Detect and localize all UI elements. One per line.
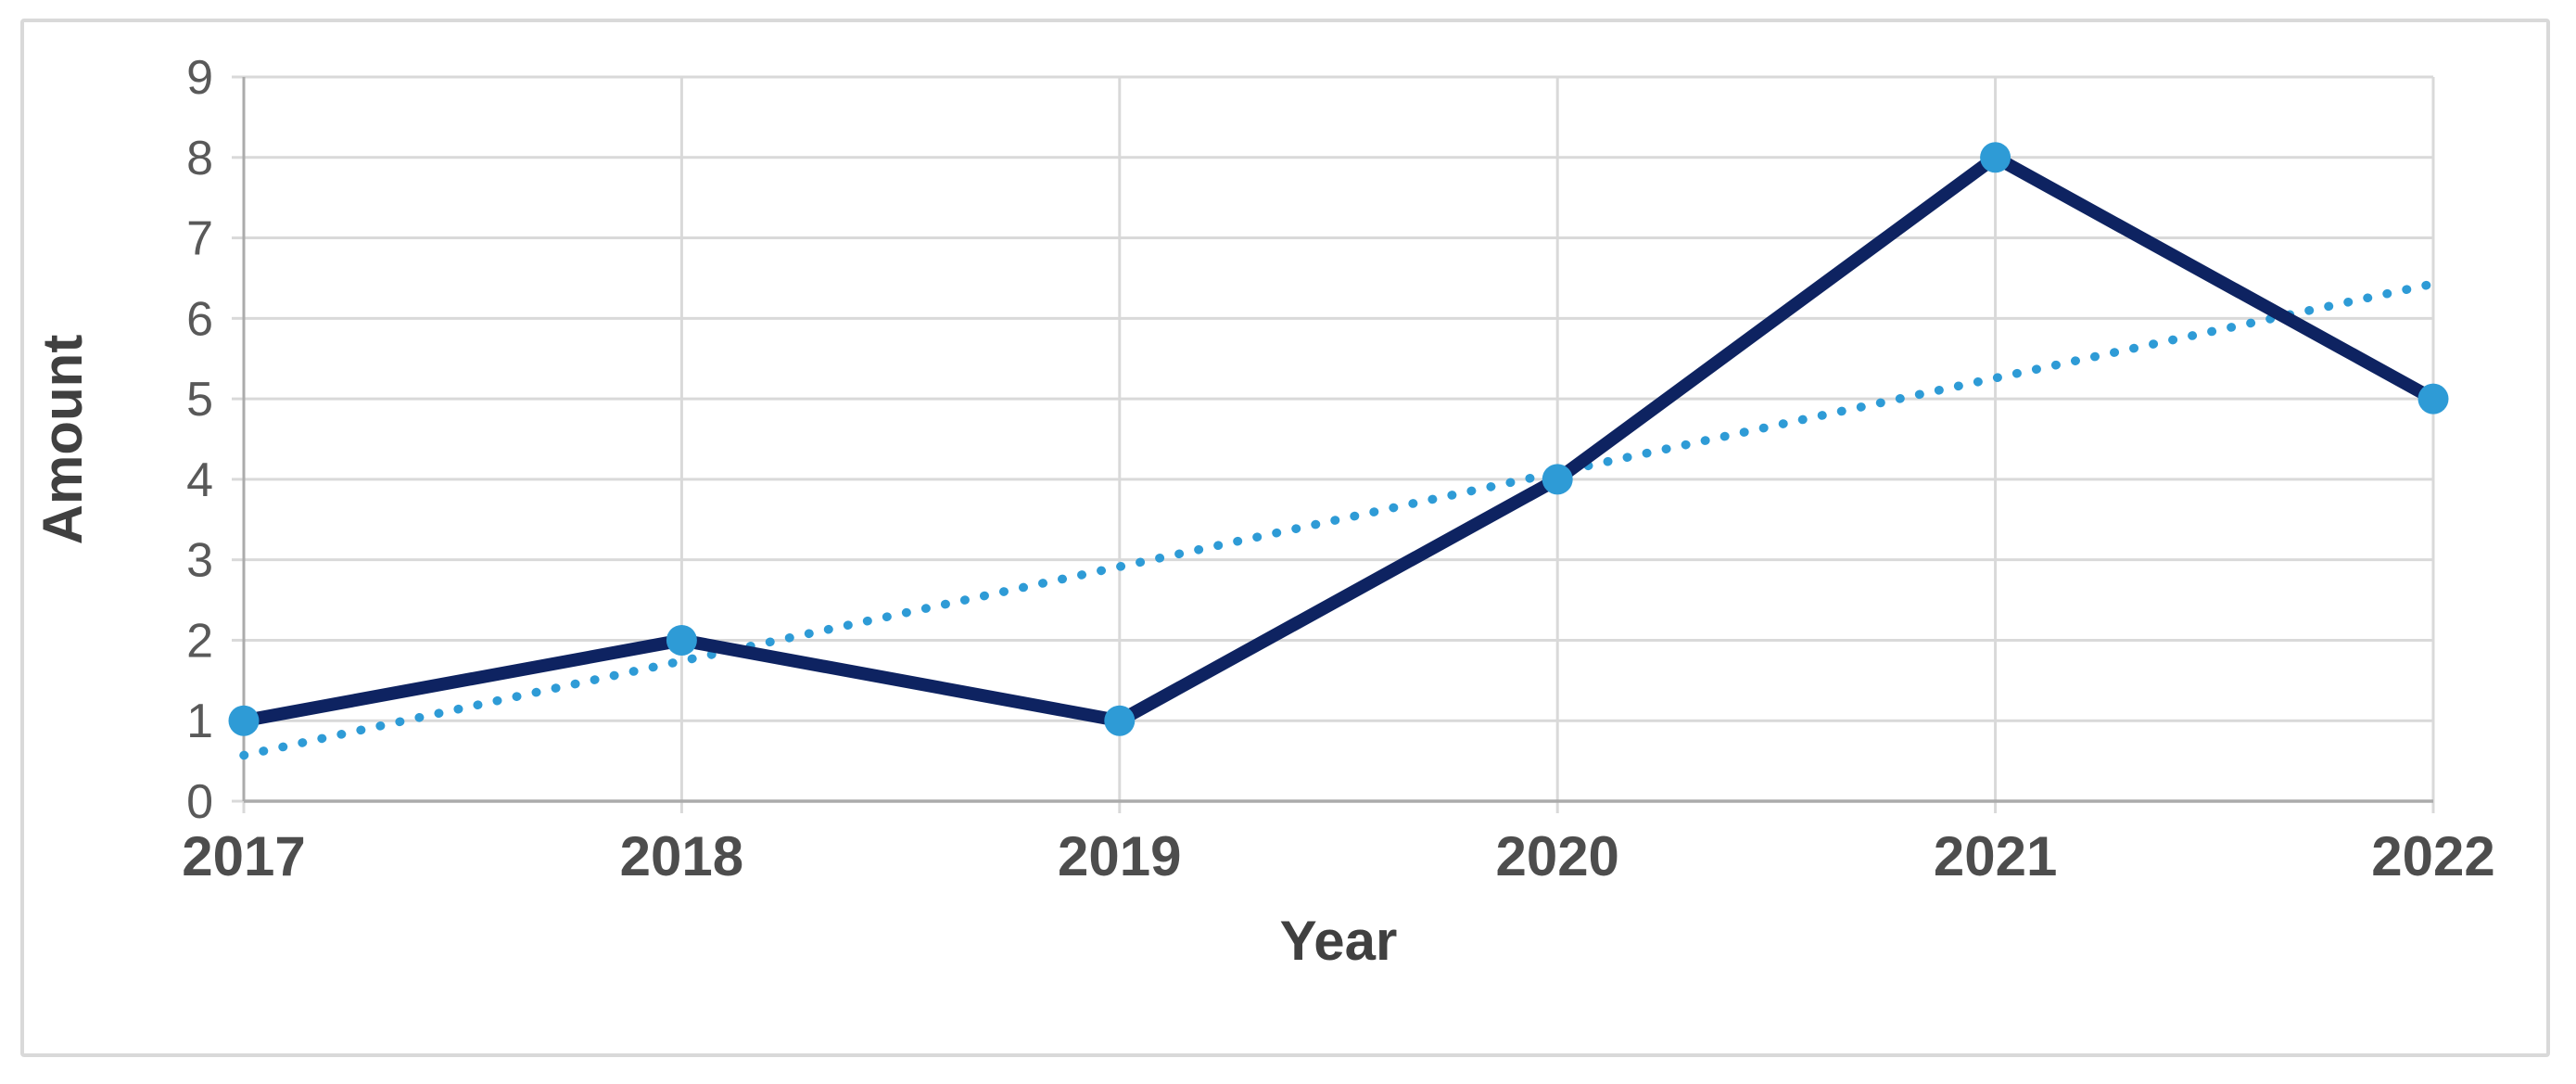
data-point-marker	[228, 705, 260, 736]
y-tick-label: 5	[186, 373, 213, 427]
y-tick-label: 6	[186, 292, 213, 346]
y-axis-title: Amount	[32, 335, 94, 545]
x-tick-label: 2020	[1495, 825, 1618, 887]
data-point-marker	[1980, 142, 2011, 173]
trendline-dotted	[239, 279, 2438, 760]
data-point-markers	[228, 142, 2449, 736]
x-tick-label: 2021	[1934, 825, 2057, 887]
gridlines	[244, 75, 2435, 801]
x-tick-label: 2022	[2371, 825, 2494, 887]
series-line	[237, 150, 2440, 728]
y-tick-label: 7	[186, 212, 213, 266]
x-tick-label: 2018	[620, 825, 743, 887]
data-point-marker	[2417, 383, 2449, 414]
data-point-marker	[666, 624, 697, 656]
x-tick-label: 2019	[1058, 825, 1181, 887]
y-tick-label: 1	[186, 695, 213, 748]
x-axis-title: Year	[1280, 910, 1398, 972]
data-point-marker	[1542, 464, 1573, 495]
y-tick-label: 0	[186, 775, 213, 829]
data-point-marker	[1104, 705, 1136, 736]
series-polyline	[237, 150, 2440, 728]
y-tick-label: 8	[186, 132, 213, 185]
y-axis-tick-labels: 0 1 2 3 4 5 6 7 8 9	[186, 51, 213, 829]
trendline	[239, 279, 2438, 760]
y-tick-label: 3	[186, 534, 213, 588]
y-tick-label: 4	[186, 453, 213, 507]
chart-frame	[20, 19, 2550, 1057]
y-tick-label: 9	[186, 51, 213, 105]
x-axis-tick-labels: 2017 2018 2019 2020 2021 2022	[182, 825, 2494, 887]
x-tick-label: 2017	[182, 825, 305, 887]
axis-lines	[232, 75, 2435, 813]
y-tick-label: 2	[186, 614, 213, 668]
